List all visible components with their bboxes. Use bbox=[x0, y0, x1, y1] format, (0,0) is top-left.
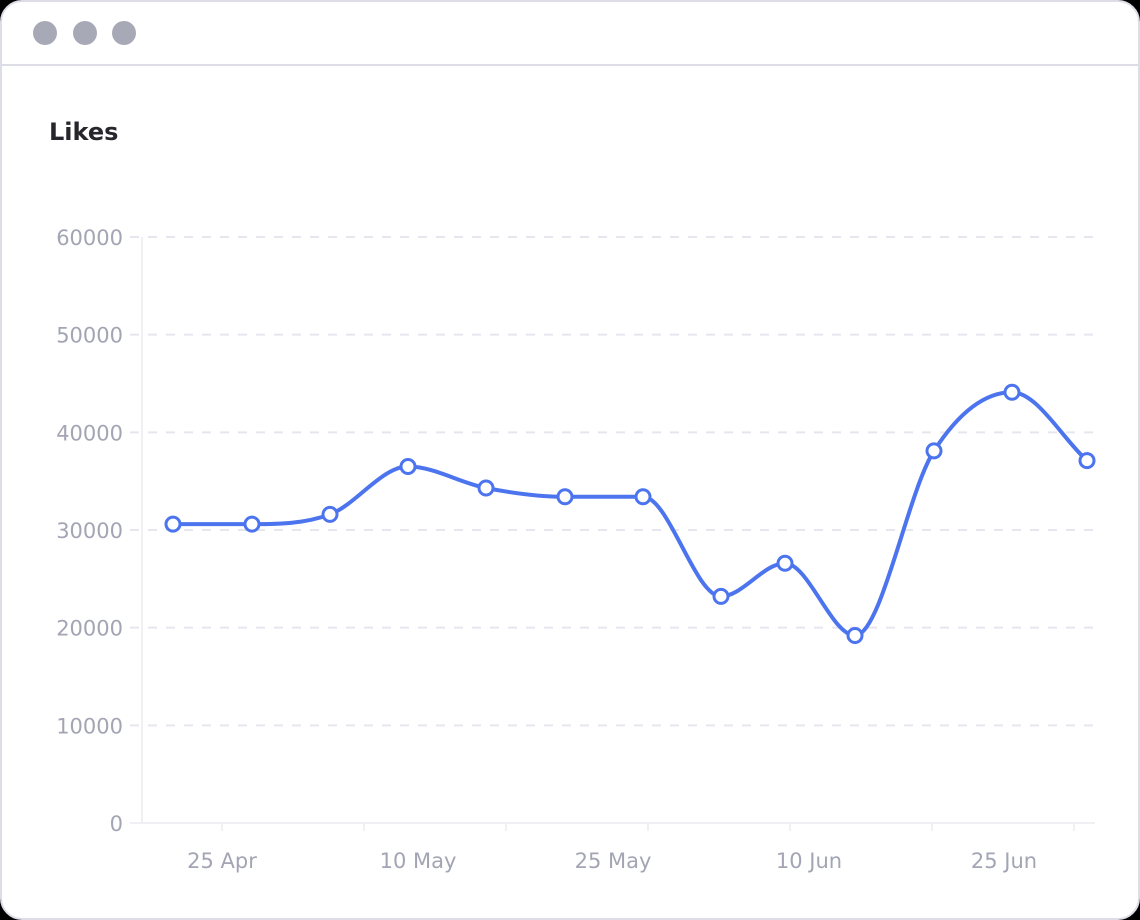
y-axis: 0 10000 20000 30000 40000 50000 60000 bbox=[56, 226, 143, 836]
window-control-dot-icon[interactable] bbox=[73, 21, 97, 45]
x-tick-label: 25 Jun bbox=[971, 849, 1037, 873]
data-point-marker[interactable] bbox=[399, 458, 417, 476]
window-control-dot-icon[interactable] bbox=[33, 21, 57, 45]
data-point-marker[interactable] bbox=[243, 515, 261, 533]
grid-lines bbox=[130, 236, 1095, 727]
y-tick-label: 40000 bbox=[56, 421, 123, 445]
y-tick-label: 20000 bbox=[56, 617, 123, 641]
data-point-marker[interactable] bbox=[164, 515, 182, 533]
x-tick-label: 25 Apr bbox=[187, 849, 257, 873]
window-control-dot-icon[interactable] bbox=[112, 21, 136, 45]
x-axis: 25 Apr 10 May 25 May 10 Jun 25 Jun bbox=[130, 822, 1095, 873]
data-point-marker[interactable] bbox=[634, 488, 652, 506]
x-tick-label: 10 Jun bbox=[776, 849, 842, 873]
y-tick-label: 50000 bbox=[56, 324, 123, 348]
window-titlebar bbox=[2, 2, 1138, 66]
data-point-marker[interactable] bbox=[925, 442, 943, 460]
data-point-marker[interactable] bbox=[776, 554, 794, 572]
likes-series-line bbox=[171, 390, 1089, 638]
data-point-marker[interactable] bbox=[477, 479, 495, 497]
y-tick-label: 60000 bbox=[56, 226, 123, 250]
y-tick-label: 10000 bbox=[56, 714, 123, 738]
x-tick-label: 25 May bbox=[575, 849, 652, 873]
y-tick-label: 0 bbox=[110, 812, 123, 836]
data-point-marker[interactable] bbox=[556, 488, 574, 506]
chart-title: Likes bbox=[49, 118, 119, 146]
data-point-marker[interactable] bbox=[321, 505, 339, 523]
data-point-marker[interactable] bbox=[712, 587, 730, 605]
data-point-marker[interactable] bbox=[1078, 452, 1096, 470]
data-point-marker[interactable] bbox=[846, 626, 864, 644]
data-points bbox=[164, 383, 1096, 644]
data-point-marker[interactable] bbox=[1003, 383, 1021, 401]
x-tick-label: 10 May bbox=[380, 849, 457, 873]
y-tick-label: 30000 bbox=[56, 519, 123, 543]
